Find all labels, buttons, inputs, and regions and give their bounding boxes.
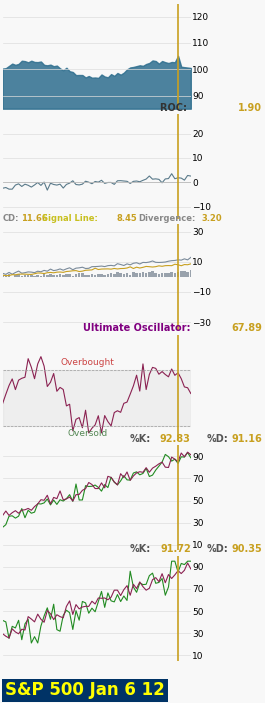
- Text: %K:: %K:: [130, 434, 151, 444]
- Bar: [20, 276, 23, 277]
- Bar: [145, 273, 147, 277]
- Bar: [43, 273, 45, 277]
- Bar: [154, 273, 157, 277]
- Bar: [186, 272, 189, 277]
- Text: 1.90: 1.90: [238, 103, 262, 112]
- Text: 3.20: 3.20: [201, 214, 222, 223]
- Text: CD:: CD:: [3, 214, 19, 223]
- Text: S&P 500 Jan 6 12: S&P 500 Jan 6 12: [5, 681, 165, 699]
- Bar: [116, 271, 119, 277]
- Text: ROC:: ROC:: [160, 103, 191, 112]
- Bar: [100, 274, 103, 277]
- Bar: [78, 273, 81, 277]
- Bar: [129, 275, 131, 277]
- Bar: [103, 275, 106, 277]
- Bar: [40, 276, 42, 277]
- Text: 92.83: 92.83: [160, 434, 191, 444]
- Text: 67.89: 67.89: [231, 323, 262, 333]
- Text: Signal Line:: Signal Line:: [42, 214, 98, 223]
- Text: %K:: %K:: [130, 544, 151, 554]
- Bar: [110, 273, 112, 277]
- Text: 8.45: 8.45: [117, 214, 137, 223]
- Text: 11.66: 11.66: [21, 214, 48, 223]
- Bar: [91, 273, 93, 277]
- Text: 91.72: 91.72: [160, 544, 191, 554]
- Text: 90.35: 90.35: [232, 544, 262, 554]
- Bar: [1, 275, 4, 277]
- Bar: [62, 275, 64, 277]
- Bar: [170, 272, 173, 277]
- Bar: [161, 273, 164, 277]
- Text: Overbought: Overbought: [60, 358, 114, 367]
- Bar: [3, 370, 191, 426]
- Bar: [177, 272, 179, 277]
- Bar: [65, 274, 68, 277]
- Bar: [113, 274, 116, 277]
- Bar: [56, 275, 58, 277]
- Bar: [94, 276, 96, 277]
- Bar: [8, 273, 10, 277]
- Bar: [148, 272, 151, 277]
- Bar: [68, 273, 71, 277]
- Bar: [27, 275, 29, 277]
- Bar: [135, 273, 138, 277]
- Bar: [24, 276, 26, 277]
- Bar: [151, 271, 154, 277]
- Text: Oversold: Oversold: [67, 429, 107, 438]
- Bar: [122, 274, 125, 277]
- Bar: [139, 273, 141, 277]
- Text: Divergence:: Divergence:: [138, 214, 195, 223]
- Bar: [189, 271, 192, 277]
- Bar: [97, 274, 100, 277]
- Text: %D:: %D:: [207, 544, 228, 554]
- Bar: [87, 275, 90, 277]
- Bar: [158, 273, 160, 277]
- Bar: [180, 271, 183, 277]
- Bar: [126, 273, 128, 277]
- Bar: [14, 275, 17, 277]
- Bar: [75, 274, 77, 277]
- Bar: [49, 273, 52, 277]
- Text: Momentum:: Momentum:: [122, 0, 191, 2]
- Bar: [167, 273, 170, 277]
- Bar: [5, 276, 7, 277]
- Bar: [119, 273, 122, 277]
- Bar: [132, 272, 135, 277]
- Bar: [84, 275, 87, 277]
- Bar: [142, 272, 144, 277]
- Bar: [183, 271, 186, 277]
- Text: 105.10: 105.10: [225, 0, 262, 2]
- Bar: [72, 276, 74, 277]
- Text: Ultimate Oscillator:: Ultimate Oscillator:: [83, 323, 191, 333]
- Bar: [17, 274, 20, 277]
- Bar: [46, 276, 48, 277]
- Bar: [164, 273, 167, 277]
- Bar: [37, 275, 39, 277]
- Bar: [174, 273, 176, 277]
- Text: %D:: %D:: [207, 434, 228, 444]
- Bar: [107, 273, 109, 277]
- Bar: [81, 273, 84, 277]
- Bar: [59, 274, 61, 277]
- Bar: [33, 276, 36, 277]
- Bar: [52, 275, 55, 277]
- Text: 91.16: 91.16: [232, 434, 262, 444]
- Bar: [30, 275, 33, 277]
